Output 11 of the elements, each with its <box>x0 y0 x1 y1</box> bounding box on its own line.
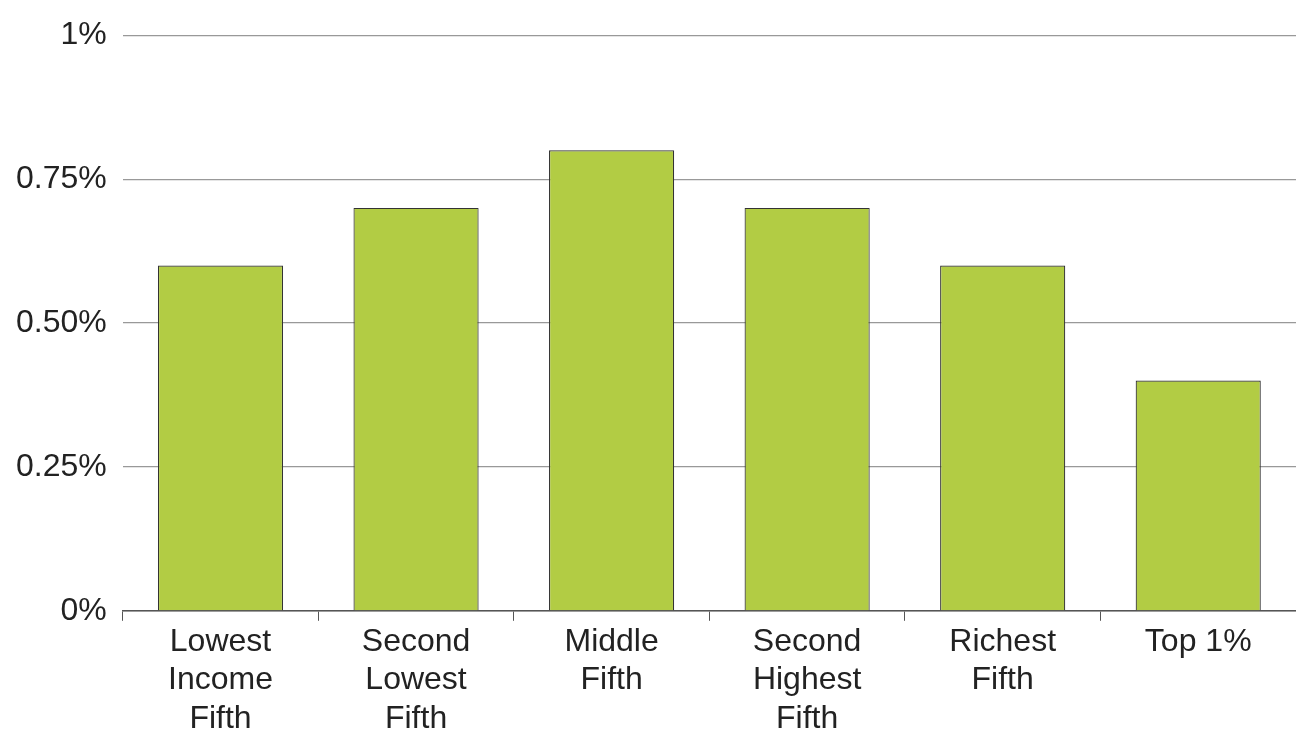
y-tick-label: 1% <box>60 15 107 52</box>
x-tick-label: Second Lowest Fifth <box>361 621 471 735</box>
y-tick-label: 0% <box>60 590 107 627</box>
x-tick-label: Second Highest Fifth <box>752 621 862 735</box>
x-tick-label: Lowest Income Fifth <box>168 621 273 735</box>
x-tick-label: Middle Fifth <box>564 621 659 697</box>
x-tick-label: Richest Fifth <box>949 621 1057 697</box>
y-tick-label: 0.75% <box>16 158 107 195</box>
y-tick-label: 0.25% <box>16 446 107 483</box>
x-tick-label: Top 1% <box>1144 621 1252 658</box>
y-tick-label: 0.50% <box>16 302 107 339</box>
